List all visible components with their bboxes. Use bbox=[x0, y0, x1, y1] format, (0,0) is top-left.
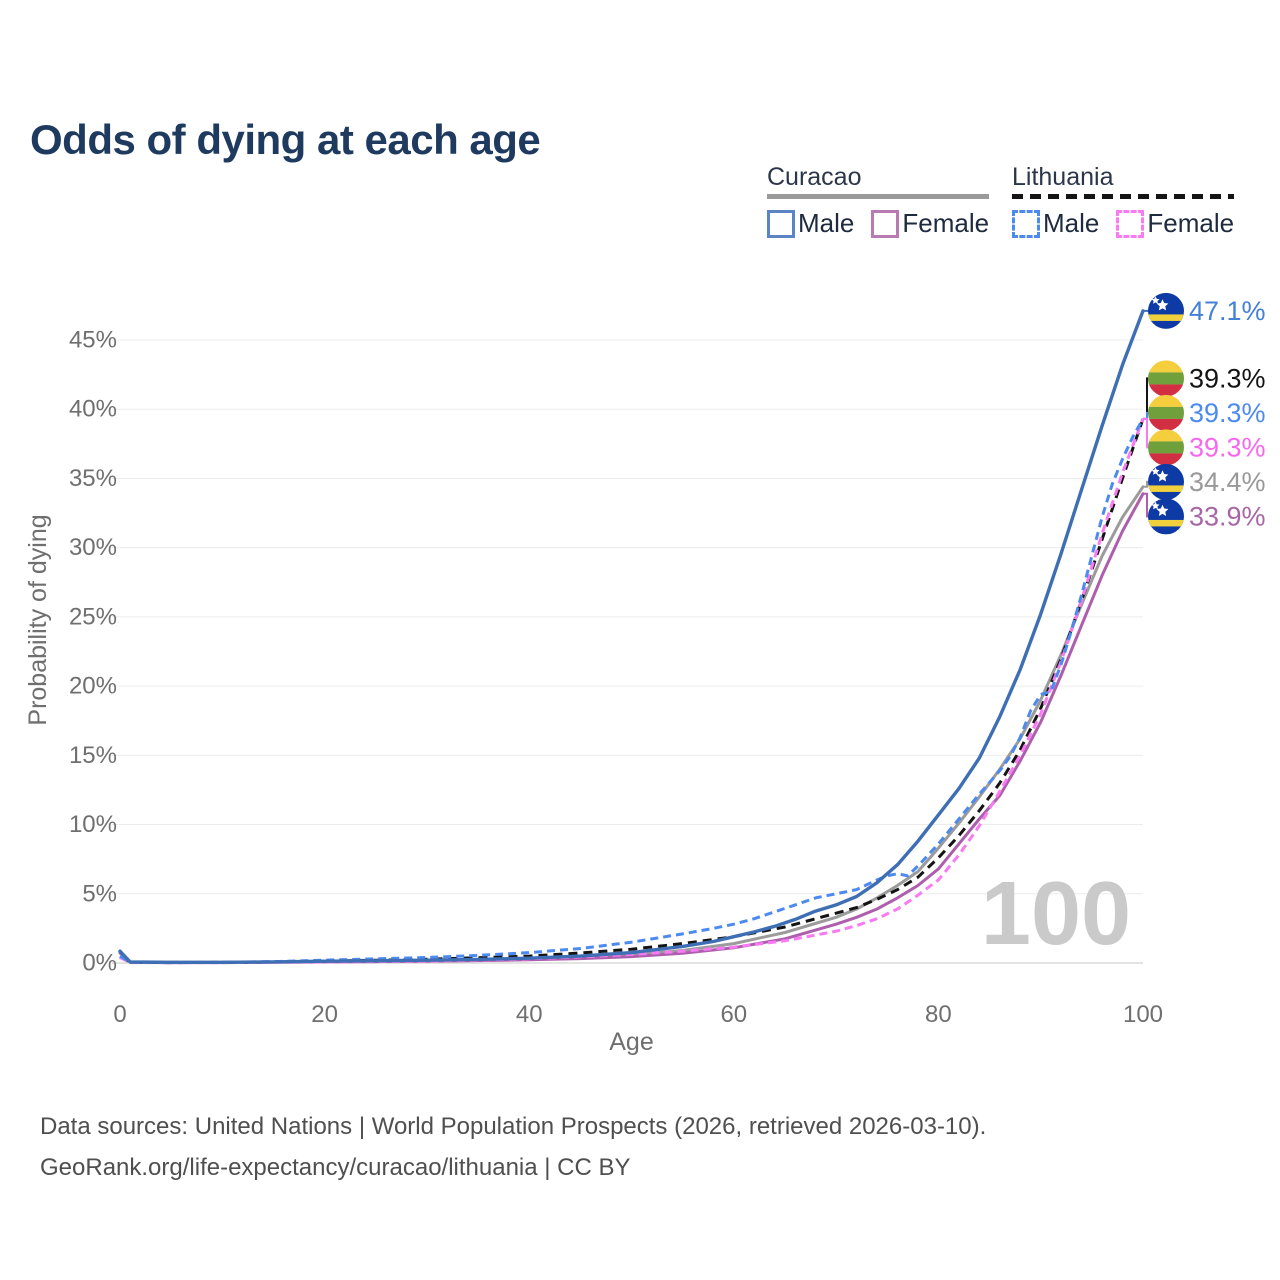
x-tick-label-20: 20 bbox=[311, 1001, 338, 1028]
curacao-flag-icon bbox=[1148, 498, 1184, 535]
legend-country-lithuania: Lithuania bbox=[1012, 163, 1114, 191]
lithuania-male-swatch-icon bbox=[1012, 209, 1040, 238]
end-value-label-lithuania-female[interactable]: 39.3% bbox=[1189, 432, 1266, 462]
end-value-label-curacao-male[interactable]: 47.1% bbox=[1189, 296, 1266, 326]
y-axis-title: Probability of dying bbox=[24, 514, 52, 725]
y-tick-label-0: 0% bbox=[82, 950, 117, 977]
legend-item-curacao-female[interactable]: Female bbox=[871, 208, 989, 239]
curacao-male-swatch-icon bbox=[767, 209, 795, 238]
legend-group-lithuania: Lithuania Male Female bbox=[1012, 163, 1235, 239]
series-line-lithuania-female[interactable] bbox=[119, 418, 1145, 965]
y-tick-label-30: 30% bbox=[69, 534, 117, 561]
legend-items-lithuania: Male Female bbox=[1012, 208, 1234, 239]
series-line-lithuania-both[interactable] bbox=[119, 418, 1145, 965]
legend-label-curacao-female: Female bbox=[902, 208, 990, 238]
lithuania-flag-icon bbox=[1148, 360, 1184, 397]
legend-items-curacao: Male Female bbox=[767, 208, 989, 239]
curacao-flag-icon bbox=[1148, 463, 1184, 500]
end-value-label-curacao-both[interactable]: 34.4% bbox=[1189, 467, 1266, 497]
lithuania-flag-icon bbox=[1148, 394, 1184, 431]
legend-underline-lithuania-both-sexes-line bbox=[1012, 194, 1235, 199]
legend-label-lithuania-female: Female bbox=[1147, 208, 1235, 238]
legend-label-lithuania-male: Male bbox=[1043, 208, 1100, 238]
lithuania-flag-icon bbox=[1148, 429, 1184, 466]
hover-age-watermark: 100 bbox=[981, 864, 1131, 964]
y-tick-label-20: 20% bbox=[69, 673, 117, 700]
legend-item-curacao-male[interactable]: Male bbox=[767, 208, 854, 239]
y-tick-label-25: 25% bbox=[69, 603, 117, 630]
y-tick-label-45: 45% bbox=[69, 327, 117, 354]
series-line-curacao-male[interactable] bbox=[118, 309, 1145, 964]
curacao-female-swatch-icon bbox=[871, 209, 900, 238]
page-title: Odds of dying at each age bbox=[30, 116, 541, 164]
end-value-label-curacao-female[interactable]: 33.9% bbox=[1189, 501, 1266, 531]
lithuania-female-swatch-icon bbox=[1116, 209, 1145, 238]
end-value-label-lithuania-male[interactable]: 39.3% bbox=[1189, 398, 1266, 428]
x-tick-label-80: 80 bbox=[925, 1001, 952, 1028]
legend-item-lithuania-male[interactable]: Male bbox=[1012, 208, 1099, 239]
footer-attribution: GeoRank.org/life-expectancy/curacao/lith… bbox=[40, 1154, 631, 1181]
end-value-label-lithuania-both[interactable]: 39.3% bbox=[1189, 363, 1266, 393]
x-tick-label-100: 100 bbox=[1123, 1001, 1163, 1028]
x-tick-label-40: 40 bbox=[516, 1001, 543, 1028]
y-tick-label-15: 15% bbox=[69, 742, 117, 769]
y-tick-label-10: 10% bbox=[69, 811, 117, 838]
x-tick-label-60: 60 bbox=[720, 1001, 747, 1028]
legend: Curacao Male Female Lithuania Male Femal… bbox=[0, 163, 1280, 253]
footer: Data sources: United Nations | World Pop… bbox=[40, 1106, 986, 1188]
y-tick-label-40: 40% bbox=[69, 396, 117, 423]
legend-underline-curacao-both-sexes-line bbox=[767, 194, 990, 199]
footer-data-sources: Data sources: United Nations | World Pop… bbox=[40, 1113, 987, 1140]
legend-item-lithuania-female[interactable]: Female bbox=[1116, 208, 1234, 239]
legend-group-curacao: Curacao Male Female bbox=[767, 163, 990, 239]
y-tick-label-5: 5% bbox=[82, 880, 117, 907]
legend-country-curacao: Curacao bbox=[767, 163, 862, 191]
x-axis-title: Age bbox=[609, 1028, 653, 1056]
legend-label-curacao-male: Male bbox=[798, 208, 855, 238]
x-tick-label-0: 0 bbox=[113, 1001, 126, 1028]
y-tick-label-35: 35% bbox=[69, 465, 117, 492]
curacao-flag-icon bbox=[1148, 292, 1184, 329]
